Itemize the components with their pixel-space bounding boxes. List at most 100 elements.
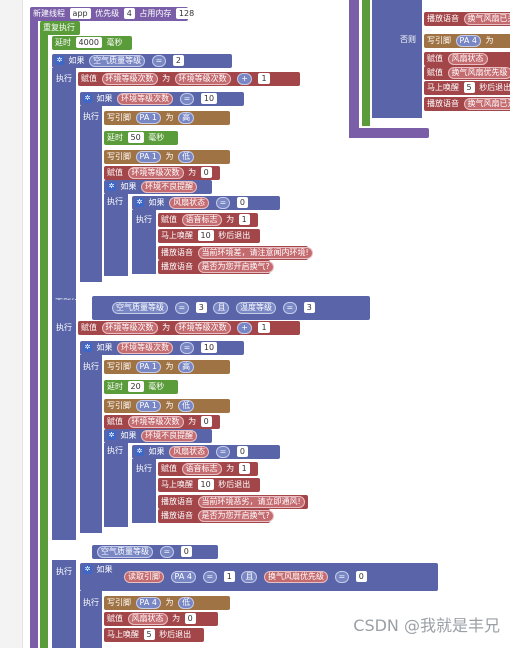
voice-value-field[interactable]: 1 [238,463,250,474]
logic-and-dropdown[interactable]: 且 [241,570,258,583]
memory-field[interactable]: 128 [175,8,198,19]
assign-voice-block-1[interactable]: 赋值 语音标志 为 1 [158,213,258,227]
var-env-dropdown[interactable]: 环境等级次数 [174,321,231,334]
level-dropdown[interactable]: 低 [178,399,195,412]
speech-text[interactable]: 换气风扇已开 [463,97,510,110]
if-block-1[interactable]: ✲ 如果 空气质量等级 = 2 [52,54,232,68]
speech-text[interactable]: 是否为您开启换气? [197,260,274,273]
op-plus-dropdown[interactable]: + [237,72,252,85]
right-assign-prio[interactable]: 赋值 换气风扇优先级 [424,66,510,80]
gear-icon[interactable]: ✲ [135,447,144,456]
right-write-pin[interactable]: 写引脚 PA 4 为 [424,34,510,48]
zero-field[interactable]: 0 [236,197,248,208]
gear-icon[interactable]: ✲ [107,431,116,440]
delay-value-field[interactable]: 20 [127,381,144,392]
write-pin-block-1[interactable]: 写引脚 PA 1 为 高 [104,111,230,125]
pin-dropdown[interactable]: PA 4 [135,596,161,609]
var-voice-dropdown[interactable]: 语音标志 [181,213,222,226]
zero-field[interactable]: 0 [200,416,212,427]
var-fan-dropdown[interactable]: 风扇状态 [169,196,210,209]
op-eq-dropdown[interactable]: = [179,341,195,354]
var-env-dropdown[interactable]: 环境等级次数 [117,341,174,354]
pin-value-field[interactable]: 1 [223,571,235,582]
gear-icon[interactable]: ✲ [55,56,64,65]
wake-value-field[interactable]: 5 [463,82,475,93]
zero-field[interactable]: 0 [200,167,212,178]
var-voice-dropdown[interactable]: 语音标志 [181,462,222,475]
var-temp-dropdown[interactable]: 温度等级 [235,301,276,314]
level-dropdown[interactable]: 低 [178,596,195,609]
env-value-field[interactable]: 10 [200,93,218,104]
right-play-bottom[interactable]: 播放语音 换气风扇已开 [424,97,510,111]
op-eq-dropdown[interactable]: = [159,545,175,558]
level-dropdown[interactable]: 高 [178,111,195,124]
var-env-dropdown[interactable]: 环境等级次数 [174,72,231,85]
env-value-field[interactable]: 10 [200,342,218,353]
air-value-field[interactable]: 0 [180,546,192,557]
if-pin-block[interactable]: ✲ 如果 读取引脚 PA 4 = 1 且 换气风扇优先级 = 0 [80,563,438,591]
speech-text[interactable]: 是否为您开启换气? [197,509,274,522]
else-if-condition-3[interactable]: 空气质量等级 = 0 [92,545,218,559]
play-speech-block-4[interactable]: 播放语音 是否为您开启换气? [158,509,274,523]
var-fan-dropdown[interactable]: 风扇状态 [127,612,168,625]
thread-name-field[interactable]: app [69,8,91,19]
right-assign-fan[interactable]: 赋值 风扇状态 [424,52,510,66]
op-eq-dropdown[interactable]: = [202,570,218,583]
assign-env-block-2[interactable]: 赋值 环境等级次数 为 环境等级次数 + 1 [78,321,300,335]
level-dropdown[interactable]: 低 [178,150,195,163]
op-plus-dropdown[interactable]: + [237,321,252,334]
if-bad-block-2[interactable]: ✲ 如果 环境不良提醒 [104,429,212,443]
op-eq-dropdown[interactable]: = [174,301,190,314]
write-pin-block-3[interactable]: 写引脚 PA 1 为 高 [104,360,230,374]
speech-text[interactable]: 换气风扇已关 [463,12,510,25]
op-eq-dropdown[interactable]: = [215,196,231,209]
gear-icon[interactable]: ✲ [135,198,144,207]
if-env-block-2[interactable]: ✲ 如果 环境等级次数 = 10 [80,341,244,355]
gear-icon[interactable]: ✲ [83,565,92,574]
logic-and-dropdown[interactable]: 且 [213,301,230,314]
priority-field[interactable]: 4 [123,8,135,19]
wake-block-1[interactable]: 马上唤醒 10 秒后退出 [158,229,260,243]
delay-block-3[interactable]: 延时 20 毫秒 [104,380,178,394]
temp-value-field[interactable]: 3 [303,302,315,313]
play-speech-block-3[interactable]: 播放语音 当前环境恶劣，请立即通风! [158,495,308,509]
right-play-top[interactable]: 播放语音 换气风扇已关 [424,12,510,26]
op-eq-dropdown[interactable]: = [334,570,350,583]
pin-dropdown[interactable]: PA 1 [135,150,161,163]
gear-icon[interactable]: ✲ [107,182,116,191]
delay-block[interactable]: 延时 4000 毫秒 [52,36,132,50]
op-eq-dropdown[interactable]: = [151,54,167,67]
repeat-block[interactable]: 重复执行 [40,21,80,35]
assign-env-zero-block[interactable]: 赋值 环境等级次数 为 0 [104,166,220,180]
new-thread-block[interactable]: 新建线程 app 优先级 4 占用内存 128 [30,7,198,21]
var-env-dropdown[interactable]: 环境等级次数 [101,72,158,85]
air-value-field[interactable]: 2 [172,55,184,66]
var-env-dropdown[interactable]: 环境等级次数 [101,321,158,334]
pin-dropdown[interactable]: PA 1 [135,399,161,412]
level-dropdown[interactable]: 高 [178,360,195,373]
write-pin-block-4[interactable]: 写引脚 PA 1 为 低 [104,399,230,413]
if-env-block-1[interactable]: ✲ 如果 环境等级次数 = 10 [80,92,244,106]
op-eq-dropdown[interactable]: = [215,445,231,458]
gear-icon[interactable]: ✲ [83,343,92,352]
pin-dropdown[interactable]: PA 1 [135,111,161,124]
if-bad-block-1[interactable]: ✲ 如果 环境不良提醒 [104,180,212,194]
prio-value-field[interactable]: 0 [355,571,367,582]
wake-block-2[interactable]: 马上唤醒 10 秒后退出 [158,478,260,492]
var-fan-dropdown[interactable]: 风扇状态 [447,52,488,65]
wake-value-field[interactable]: 10 [197,479,214,490]
else-if-condition[interactable]: 空气质量等级 = 3 且 温度等级 = 3 [92,296,370,320]
write-pin-block-5[interactable]: 写引脚 PA 4 为 低 [104,596,230,610]
var-bad-dropdown[interactable]: 环境不良提醒 [141,180,198,193]
plus-value-field[interactable]: 1 [258,73,270,84]
if-fan-block-1[interactable]: ✲ 如果 风扇状态 = 0 [132,196,280,210]
play-speech-block-1[interactable]: 播放语音 当前环境差，请注意闻内环境! [158,246,313,260]
delay-block-2[interactable]: 延时 50 毫秒 [104,131,178,145]
var-env-dropdown[interactable]: 环境等级次数 [127,415,184,428]
wake-block-3[interactable]: 马上唤醒 5 秒后退出 [104,628,204,642]
delay-value-field[interactable]: 4000 [75,37,102,48]
var-fan-prio-dropdown[interactable]: 换气风扇优先级 [263,570,328,583]
zero-field[interactable]: 0 [184,613,196,624]
var-air-dropdown[interactable]: 空气质量等级 [89,54,146,67]
